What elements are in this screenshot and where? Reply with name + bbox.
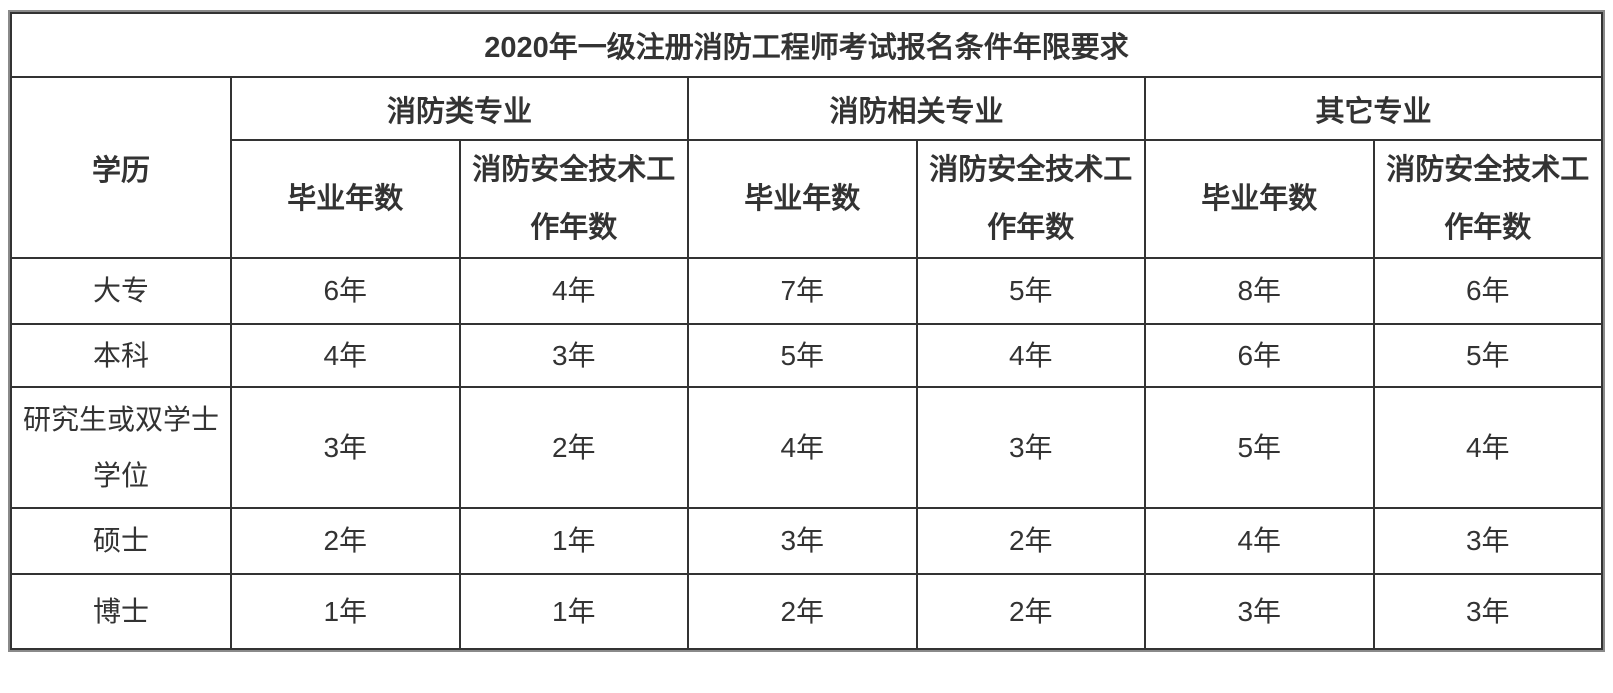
table-row: 本科 4年 3年 5年 4年 6年 5年 xyxy=(10,323,1603,388)
subheader-work-years-other: 消防安全技术工作年数 xyxy=(1372,139,1603,259)
sub-header-row: 毕业年数 消防安全技术工作年数 毕业年数 消防安全技术工作年数 毕业年数 消防安… xyxy=(11,139,1603,259)
table-row: 博士 1年 1年 2年 2年 3年 3年 xyxy=(10,573,1603,650)
value-cell: 5年 xyxy=(915,257,1146,325)
value-cell: 1年 xyxy=(458,507,689,575)
value-cell: 3年 xyxy=(1144,573,1375,650)
value-cell: 2年 xyxy=(458,386,689,509)
table-row: 硕士 2年 1年 3年 2年 4年 3年 xyxy=(10,507,1603,575)
value-cell: 3年 xyxy=(915,386,1146,509)
education-cell: 硕士 xyxy=(10,507,232,575)
value-cell: 6年 xyxy=(1144,323,1375,388)
value-cell: 3年 xyxy=(687,507,918,575)
table-title-row: 2020年一级注册消防工程师考试报名条件年限要求 xyxy=(10,12,1603,78)
group-header-row: 学历 消防类专业 消防相关专业 其它专业 xyxy=(10,76,1603,259)
value-cell: 4年 xyxy=(1372,386,1603,509)
value-cell: 1年 xyxy=(230,573,461,650)
value-cell: 6年 xyxy=(230,257,461,325)
value-cell: 5年 xyxy=(1144,386,1375,509)
value-cell: 6年 xyxy=(1372,257,1603,325)
exam-requirements-table: 2020年一级注册消防工程师考试报名条件年限要求 学历 消防类专业 消防相关专业… xyxy=(10,12,1603,650)
value-cell: 2年 xyxy=(915,507,1146,575)
header-group-fire-related-major: 消防相关专业 xyxy=(687,76,1146,141)
value-cell: 8年 xyxy=(1144,257,1375,325)
education-cell: 研究生或双学士学位 xyxy=(10,386,232,509)
subheader-work-years-fire: 消防安全技术工作年数 xyxy=(458,139,689,259)
value-cell: 3年 xyxy=(1372,507,1603,575)
value-cell: 3年 xyxy=(230,386,461,509)
value-cell: 3年 xyxy=(1372,573,1603,650)
value-cell: 7年 xyxy=(687,257,918,325)
value-cell: 5年 xyxy=(1372,323,1603,388)
value-cell: 4年 xyxy=(458,257,689,325)
table-row: 研究生或双学士学位 3年 2年 4年 3年 5年 4年 xyxy=(10,386,1603,509)
table-row: 大专 6年 4年 7年 5年 8年 6年 xyxy=(10,257,1603,325)
value-cell: 4年 xyxy=(1144,507,1375,575)
value-cell: 5年 xyxy=(687,323,918,388)
value-cell: 4年 xyxy=(915,323,1146,388)
value-cell: 1年 xyxy=(458,573,689,650)
header-group-other-major: 其它专业 xyxy=(1144,76,1603,141)
subheader-work-years-related: 消防安全技术工作年数 xyxy=(915,139,1146,259)
value-cell: 3年 xyxy=(458,323,689,388)
subheader-graduation-years-related: 毕业年数 xyxy=(687,139,918,259)
value-cell: 2年 xyxy=(915,573,1146,650)
education-cell: 博士 xyxy=(10,573,232,650)
value-cell: 4年 xyxy=(230,323,461,388)
header-group-fire-major: 消防类专业 xyxy=(230,76,689,141)
value-cell: 2年 xyxy=(230,507,461,575)
education-cell: 大专 xyxy=(10,257,232,325)
header-education: 学历 xyxy=(10,76,232,259)
subheader-graduation-years-fire: 毕业年数 xyxy=(230,139,461,259)
subheader-graduation-years-other: 毕业年数 xyxy=(1144,139,1375,259)
value-cell: 4年 xyxy=(687,386,918,509)
value-cell: 2年 xyxy=(687,573,918,650)
requirements-table-container: 2020年一级注册消防工程师考试报名条件年限要求 学历 消防类专业 消防相关专业… xyxy=(8,10,1605,652)
table-title: 2020年一级注册消防工程师考试报名条件年限要求 xyxy=(10,12,1603,78)
education-cell: 本科 xyxy=(10,323,232,388)
